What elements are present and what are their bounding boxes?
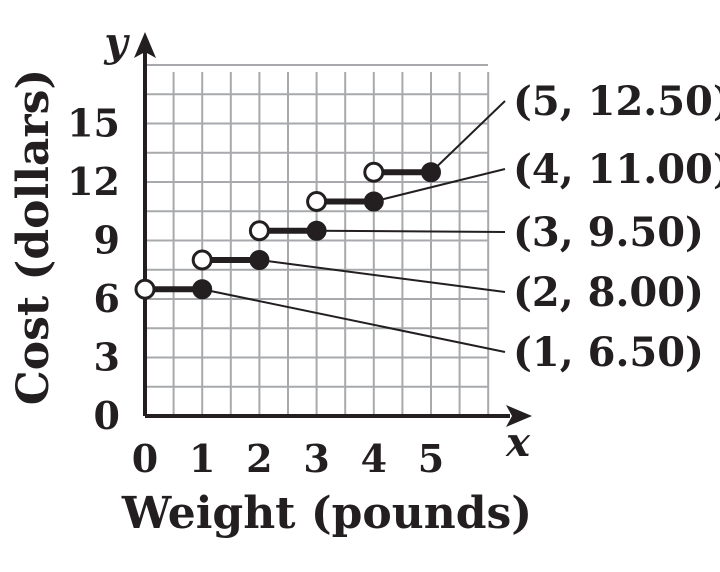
x-axis-arrow: [506, 405, 532, 427]
leader-line: [259, 259, 506, 293]
y-axis-title: Cost (dollars): [8, 69, 59, 405]
axes: [134, 32, 532, 427]
closed-endpoint: [249, 250, 270, 270]
y-tick-label: 12: [67, 159, 120, 204]
y-tick-label: 6: [94, 276, 120, 321]
y-tick-label: 0: [94, 393, 120, 438]
point-label: (5, 12.50): [513, 78, 720, 125]
x-tick-label: 2: [246, 436, 272, 481]
y-axis-variable: y: [103, 19, 130, 66]
leader-line: [316, 229, 506, 233]
x-tick-label: 0: [132, 436, 158, 481]
x-tick-label: 4: [361, 436, 387, 481]
closed-endpoint: [192, 279, 213, 300]
point-label: (4, 11.00): [513, 146, 720, 193]
point-label: (3, 9.50): [513, 209, 704, 256]
open-endpoint: [191, 249, 213, 271]
point-labels: (1, 6.50) (2, 8.00) (3, 9.50) (4, 11.00) (5,…: [513, 78, 720, 376]
x-axis-variable: x: [505, 419, 531, 466]
open-endpoint: [306, 191, 328, 212]
open-endpoint: [363, 161, 385, 183]
closed-endpoint: [306, 220, 327, 241]
x-tick-label: 3: [303, 436, 329, 481]
open-endpoint: [248, 220, 270, 242]
leader-line: [430, 100, 506, 173]
open-endpoint: [134, 278, 156, 300]
x-axis-title: Weight (pounds): [121, 488, 532, 539]
point-label: (2, 8.00): [513, 269, 704, 316]
annotation-leader-lines: [201, 100, 506, 353]
leader-line: [373, 168, 506, 203]
y-axis-arrow: [134, 32, 156, 58]
step-endpoints: [134, 161, 441, 300]
closed-endpoint: [363, 191, 384, 212]
y-tick-label: 9: [94, 218, 120, 263]
closed-endpoint: [421, 162, 441, 183]
x-tick-label: 1: [189, 436, 215, 481]
y-tick-label: 3: [94, 335, 120, 380]
y-tick-label: 15: [67, 101, 120, 146]
point-label: (1, 6.50): [513, 329, 704, 376]
x-tick-label: 5: [418, 436, 444, 481]
leader-line: [201, 288, 506, 353]
